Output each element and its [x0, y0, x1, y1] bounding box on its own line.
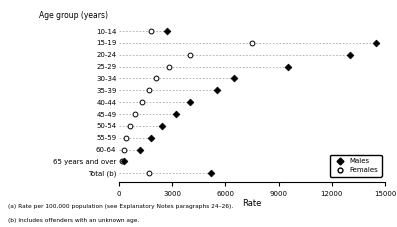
Text: (b) Includes offenders with an unknown age.: (b) Includes offenders with an unknown a…: [8, 218, 139, 223]
Point: [373, 41, 380, 45]
Point: [158, 124, 165, 128]
Point: [187, 53, 193, 57]
Point: [146, 171, 152, 175]
Point: [284, 65, 291, 68]
Point: [120, 148, 127, 151]
Point: [121, 160, 127, 163]
Point: [132, 112, 138, 116]
Point: [146, 89, 152, 92]
Point: [214, 89, 220, 92]
Point: [208, 171, 214, 175]
X-axis label: Rate: Rate: [243, 199, 262, 208]
Point: [166, 65, 172, 68]
Legend: Males, Females: Males, Females: [330, 155, 382, 177]
Point: [139, 100, 145, 104]
Point: [231, 77, 237, 80]
Point: [187, 100, 193, 104]
Point: [123, 136, 129, 140]
Text: Age group (years): Age group (years): [39, 10, 108, 20]
Point: [249, 41, 255, 45]
Point: [119, 160, 125, 163]
Text: (a) Rate per 100,000 population (see Explanatory Notes paragraphs 24–26).: (a) Rate per 100,000 population (see Exp…: [8, 204, 233, 209]
Point: [173, 112, 179, 116]
Point: [153, 77, 160, 80]
Point: [164, 29, 170, 33]
Point: [127, 124, 133, 128]
Point: [148, 136, 154, 140]
Point: [137, 148, 144, 151]
Point: [347, 53, 353, 57]
Point: [148, 29, 154, 33]
